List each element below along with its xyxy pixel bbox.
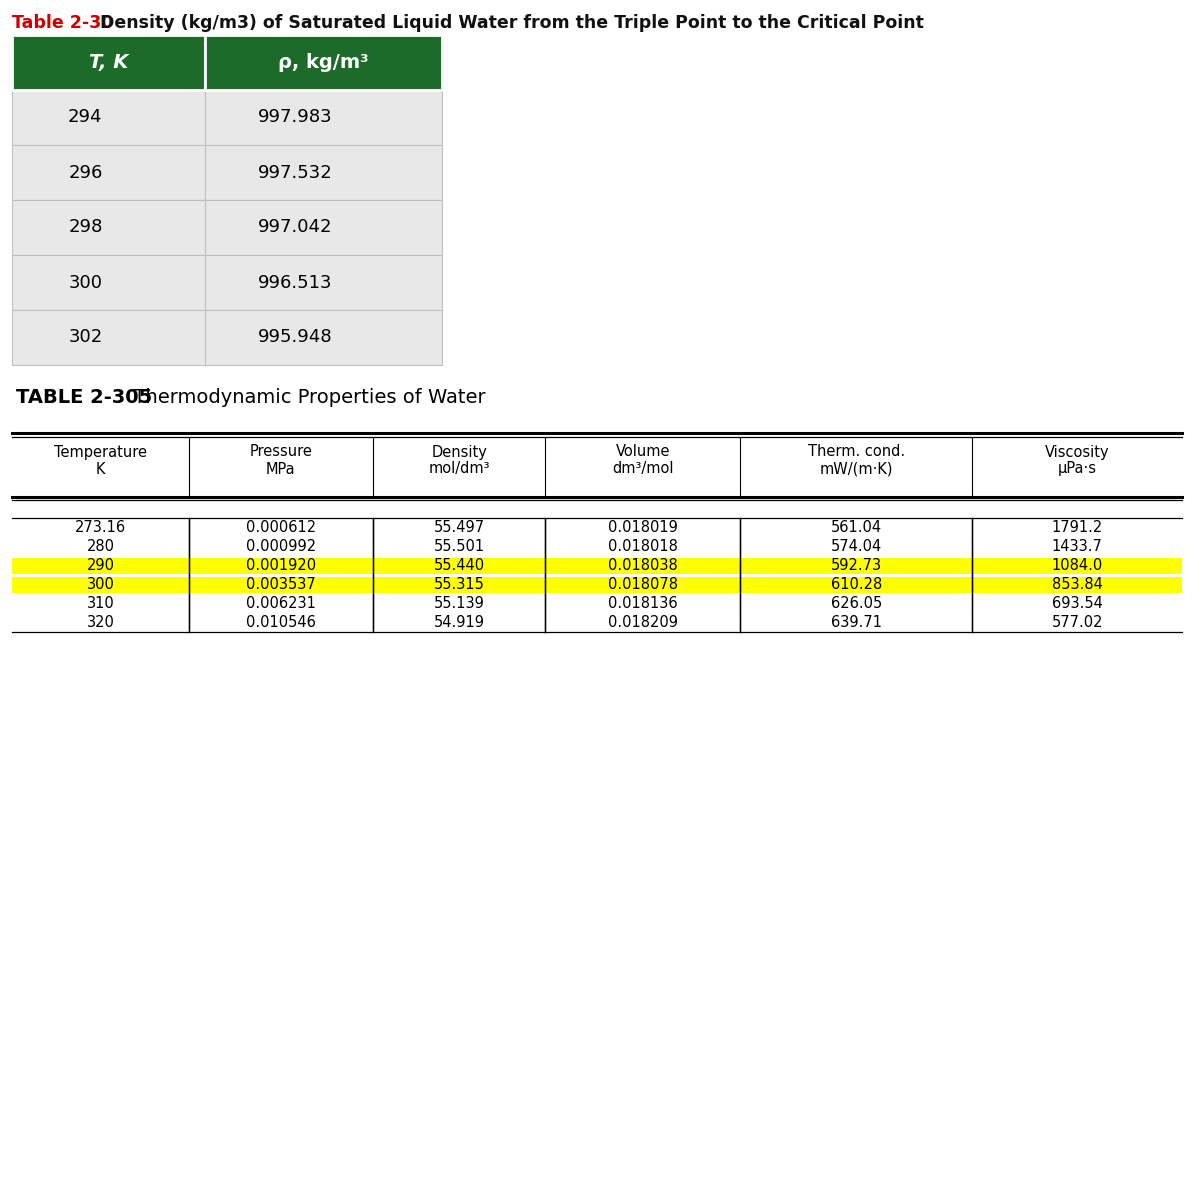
Text: 55.315: 55.315 xyxy=(433,577,485,592)
Text: 592.73: 592.73 xyxy=(830,558,882,572)
Bar xyxy=(205,90,442,145)
Bar xyxy=(188,558,373,574)
Bar xyxy=(972,558,1182,574)
Text: MPa: MPa xyxy=(266,462,295,476)
Bar xyxy=(12,200,205,254)
Text: 0.000612: 0.000612 xyxy=(246,520,316,535)
Text: 1791.2: 1791.2 xyxy=(1051,520,1103,535)
Text: 1433.7: 1433.7 xyxy=(1051,539,1103,554)
Text: Viscosity: Viscosity xyxy=(1045,444,1110,460)
Text: mol/dm³: mol/dm³ xyxy=(428,462,490,476)
Text: 997.532: 997.532 xyxy=(258,163,332,181)
Text: K: K xyxy=(96,462,106,476)
Bar xyxy=(205,145,442,200)
Text: Density (kg/m3) of Saturated Liquid Water from the Triple Point to the Critical : Density (kg/m3) of Saturated Liquid Wate… xyxy=(94,14,924,32)
Text: 294: 294 xyxy=(68,108,102,126)
Text: 997.042: 997.042 xyxy=(258,218,332,236)
Text: 1084.0: 1084.0 xyxy=(1051,558,1103,572)
Bar xyxy=(205,200,442,254)
Text: 0.006231: 0.006231 xyxy=(246,596,316,611)
Text: 0.000992: 0.000992 xyxy=(246,539,316,554)
Bar xyxy=(12,310,205,365)
Bar xyxy=(545,558,740,574)
Text: 561.04: 561.04 xyxy=(830,520,882,535)
Text: 0.018136: 0.018136 xyxy=(608,596,678,611)
Bar xyxy=(740,576,972,593)
Text: 996.513: 996.513 xyxy=(258,274,332,292)
Text: 55.139: 55.139 xyxy=(433,596,485,611)
Text: 0.018209: 0.018209 xyxy=(607,614,678,630)
Text: 280: 280 xyxy=(86,539,114,554)
Text: 0.018078: 0.018078 xyxy=(607,577,678,592)
Bar xyxy=(373,558,545,574)
Bar xyxy=(205,35,442,90)
Text: 995.948: 995.948 xyxy=(258,329,332,347)
Text: T, K: T, K xyxy=(89,53,128,72)
Text: 0.001920: 0.001920 xyxy=(246,558,316,572)
Text: Table 2-30: Table 2-30 xyxy=(12,14,113,32)
Bar xyxy=(205,310,442,365)
Text: 0.018038: 0.018038 xyxy=(608,558,678,572)
Text: 997.983: 997.983 xyxy=(258,108,332,126)
Text: 290: 290 xyxy=(86,558,114,572)
Text: 320: 320 xyxy=(86,614,114,630)
Text: 610.28: 610.28 xyxy=(830,577,882,592)
Text: dm³/mol: dm³/mol xyxy=(612,462,673,476)
Text: 273.16: 273.16 xyxy=(74,520,126,535)
Bar xyxy=(188,576,373,593)
Text: 574.04: 574.04 xyxy=(830,539,882,554)
Text: 577.02: 577.02 xyxy=(1051,614,1103,630)
Text: 626.05: 626.05 xyxy=(830,596,882,611)
Text: 853.84: 853.84 xyxy=(1051,577,1103,592)
Text: 55.440: 55.440 xyxy=(433,558,485,572)
Bar xyxy=(12,254,205,310)
Text: 302: 302 xyxy=(68,329,102,347)
Text: 298: 298 xyxy=(68,218,102,236)
Text: Density: Density xyxy=(431,444,487,460)
Bar xyxy=(545,576,740,593)
Text: 0.018019: 0.018019 xyxy=(607,520,678,535)
Text: 55.497: 55.497 xyxy=(433,520,485,535)
Bar xyxy=(972,576,1182,593)
Text: 0.003537: 0.003537 xyxy=(246,577,316,592)
Text: Temperature: Temperature xyxy=(54,444,146,460)
Bar xyxy=(12,35,205,90)
Text: Thermodynamic Properties of Water: Thermodynamic Properties of Water xyxy=(121,388,486,407)
Bar xyxy=(12,576,188,593)
Bar xyxy=(12,558,188,574)
Text: TABLE 2-305: TABLE 2-305 xyxy=(16,388,152,407)
Text: Volume: Volume xyxy=(616,444,670,460)
Text: 0.010546: 0.010546 xyxy=(246,614,316,630)
Text: mW/(m·K): mW/(m·K) xyxy=(820,462,893,476)
Text: Pressure: Pressure xyxy=(250,444,312,460)
Text: 300: 300 xyxy=(86,577,114,592)
Text: 693.54: 693.54 xyxy=(1051,596,1103,611)
Bar xyxy=(12,145,205,200)
Text: ρ, kg/m³: ρ, kg/m³ xyxy=(278,53,368,72)
Bar xyxy=(12,90,205,145)
Text: 55.501: 55.501 xyxy=(433,539,485,554)
Bar xyxy=(373,576,545,593)
Text: 0.018018: 0.018018 xyxy=(607,539,678,554)
Bar xyxy=(205,254,442,310)
Bar xyxy=(740,558,972,574)
Text: Therm. cond.: Therm. cond. xyxy=(808,444,905,460)
Text: 296: 296 xyxy=(68,163,102,181)
Text: μPa·s: μPa·s xyxy=(1057,462,1097,476)
Text: 300: 300 xyxy=(68,274,102,292)
Text: 310: 310 xyxy=(86,596,114,611)
Text: 639.71: 639.71 xyxy=(830,614,882,630)
Text: 54.919: 54.919 xyxy=(433,614,485,630)
